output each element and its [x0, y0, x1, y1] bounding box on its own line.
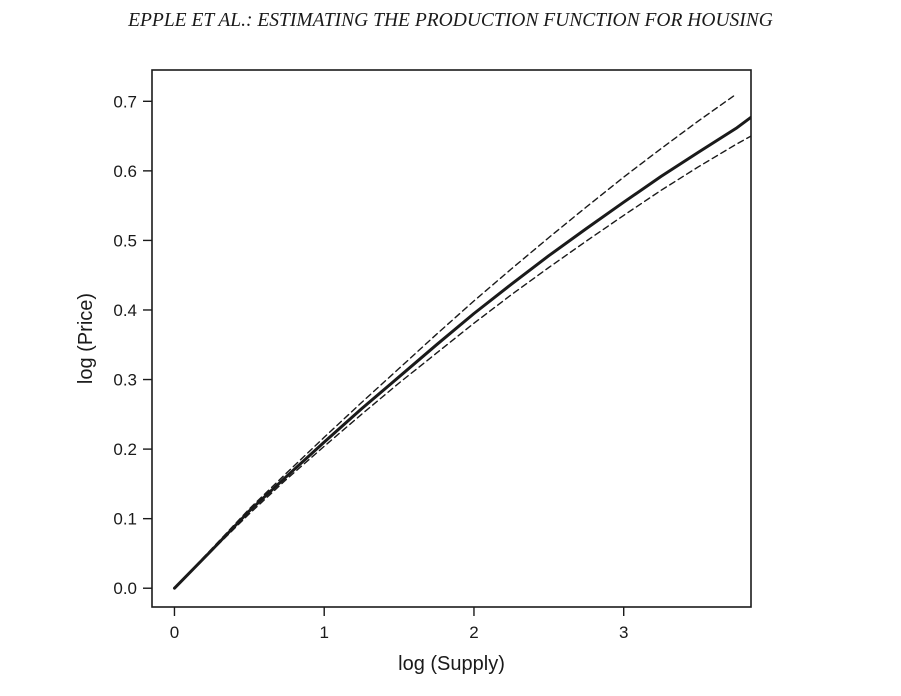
x-axis: 0 1 2 3: [170, 607, 628, 642]
y-tick-label: 0.6: [113, 162, 137, 181]
y-tick-label: 0.3: [113, 371, 137, 390]
y-axis: 0.0 0.1 0.2 0.3 0.4 0.5 0.6 0.7: [113, 92, 152, 598]
confidence-band-line: [173, 135, 751, 589]
plot-frame: [151, 69, 752, 608]
y-tick-label: 0.5: [113, 231, 137, 250]
y-axis-label: log (Price): [75, 293, 97, 384]
x-tick-label: 0: [170, 623, 179, 642]
x-tick-label: 1: [319, 623, 328, 642]
series-group: [173, 93, 751, 590]
x-tick-label: 3: [619, 623, 628, 642]
y-tick-label: 0.7: [113, 92, 137, 111]
running-header: EPPLE ET AL.: ESTIMATING THE PRODUCTION …: [128, 10, 773, 31]
confidence-band-line: [173, 93, 737, 589]
estimate-line: [173, 115, 751, 590]
y-tick-label: 0.1: [113, 510, 137, 529]
y-tick-label: 0.4: [113, 301, 137, 320]
x-tick-label: 2: [469, 623, 478, 642]
x-axis-label: log (Supply): [398, 653, 505, 675]
y-tick-label: 0.0: [113, 579, 137, 598]
y-tick-label: 0.2: [113, 440, 137, 459]
